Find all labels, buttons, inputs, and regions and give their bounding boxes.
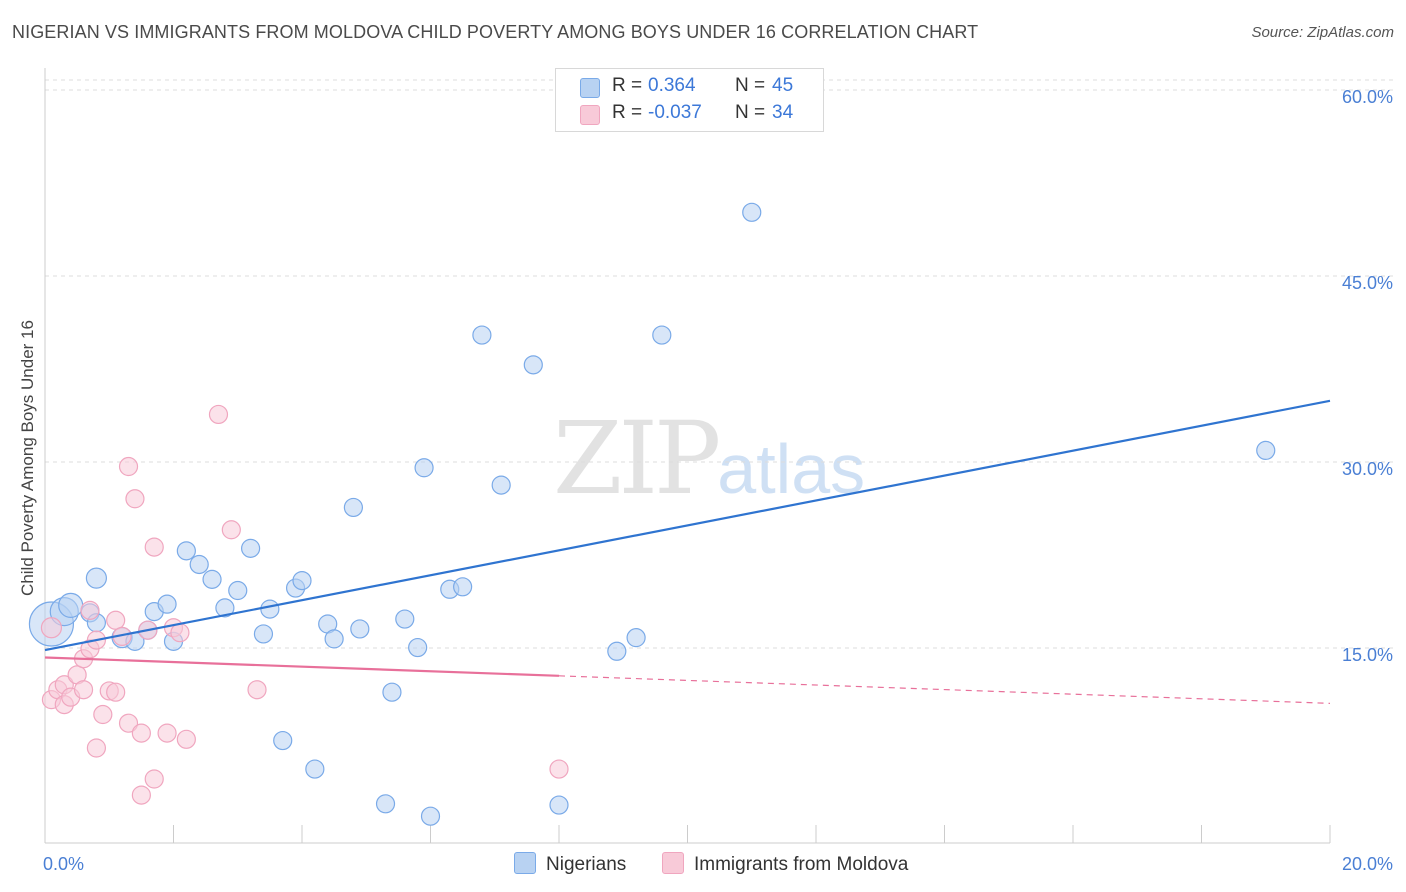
moldova-point [221,520,241,540]
moldova-point [170,623,190,643]
nigerian-point [1256,440,1276,460]
series-nigerians [28,202,1276,826]
nigerian-point [350,619,370,639]
nigerian-point [253,624,274,644]
bottom-legend-label-nigerians: Nigerians [546,854,627,875]
moldova-point [118,456,139,477]
y-tick-label: 60.0% [1342,87,1393,107]
legend-n-label: N = [735,75,766,96]
correlation-legend: R = 0.364 N = 45 R = -0.037 N = 34 [555,68,824,132]
nigerian-point [305,759,325,779]
grid-lines [45,79,1395,649]
moldova-trend-line-extrapolated [558,675,1331,704]
chart-source: Source: ZipAtlas.com [1251,24,1394,41]
nigerian-point [273,730,293,751]
bottom-legend-label-moldova: Immigrants from Moldova [694,854,909,875]
nigerian-point [85,567,108,589]
chart-title: NIGERIAN VS IMMIGRANTS FROM MOLDOVA CHIL… [12,22,979,42]
nigerian-point [523,355,543,375]
moldova-point [144,769,164,789]
y-tick-label: 30.0% [1342,459,1393,479]
nigerian-point [382,682,402,702]
bottom-legend-moldova: Immigrants from Moldova [662,852,908,876]
nigerian-point [324,629,344,649]
moldova-point [208,404,229,425]
nigerian-point [189,554,209,575]
moldova-point [144,537,164,557]
nigerian-point [626,628,646,648]
nigerian-point [453,577,473,597]
legend-swatch-moldova [580,105,600,125]
bottom-legend-nigerians: Nigerians [514,852,626,876]
y-tick-label: 15.0% [1342,645,1393,665]
nigerian-point [228,580,248,601]
nigerian-point [241,538,261,558]
moldova-point [106,682,126,702]
legend-n-value: 45 [772,75,794,96]
moldova-point [176,729,196,749]
moldova-point [131,785,151,805]
bottom-legend-swatch-moldova [662,852,684,874]
moldova-point [125,489,145,509]
nigerian-point [176,541,196,561]
legend-r-value: -0.037 [648,102,702,123]
nigerian-point [472,325,492,345]
nigerian-point [414,458,434,478]
moldova-point [247,680,267,700]
watermark: ZIPatlas [553,400,865,517]
nigerian-point [58,592,84,619]
x-tick-label: 20.0% [1342,854,1393,874]
moldova-point [118,713,139,733]
nigerian-point [549,795,569,815]
nigerian-point [343,497,363,518]
legend-r-label: R = [612,75,643,96]
nigerian-point [420,806,441,826]
nigerian-point [395,609,415,629]
watermark-zip: ZIP [553,400,721,517]
legend-r-value: 0.364 [648,75,696,96]
moldova-point [93,704,113,725]
moldova-point [131,723,151,743]
moldova-point [106,610,126,630]
legend-r-label: R = [612,102,643,123]
x-tick-label: 0.0% [43,854,84,874]
nigerian-point [652,325,672,345]
axes [44,68,1331,844]
nigerians-trend-line [44,399,1331,652]
nigerian-point [215,598,235,618]
moldova-point [80,600,100,620]
nigerian-point [292,570,312,591]
legend-swatch-nigerians [580,78,600,98]
nigerian-point [491,475,511,495]
y-tick-label: 45.0% [1342,273,1393,293]
tick-labels: 15.0% 30.0% 45.0% 60.0% 0.0% 20.0% [43,87,1393,874]
nigerian-point [260,599,280,619]
nigerian-point [202,569,222,589]
nigerian-point [375,794,396,814]
nigerian-point [607,641,627,661]
trend-lines [44,399,1331,704]
nigerian-point [742,202,762,222]
moldova-trend-line [44,656,560,677]
legend-n-value: 34 [772,102,794,123]
moldova-point [73,680,94,700]
moldova-point [549,759,569,779]
moldova-point [86,738,107,758]
legend-n-label: N = [735,102,766,123]
nigerian-point [408,637,428,658]
bottom-legend-swatch-nigerians [514,852,536,874]
moldova-point [157,723,177,743]
series-moldova [40,404,569,805]
moldova-point [40,617,63,639]
nigerian-point [157,594,177,614]
